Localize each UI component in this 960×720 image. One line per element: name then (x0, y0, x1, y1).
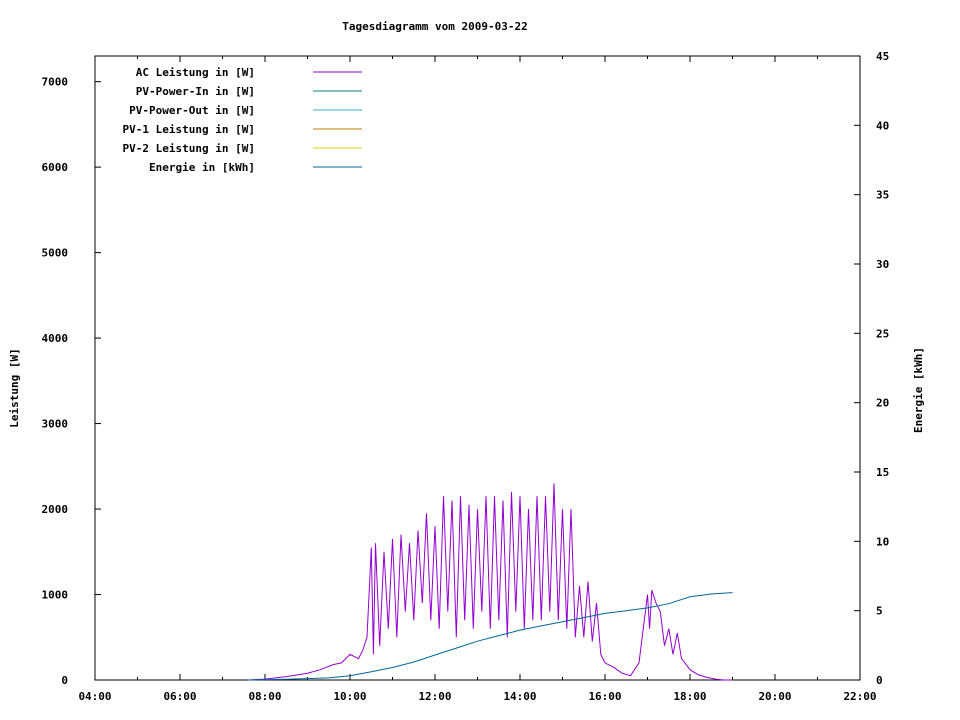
legend-label: Energie in [kWh] (149, 161, 255, 174)
y-tick-label: 7000 (42, 76, 69, 89)
x-tick-label: 22:00 (843, 690, 876, 703)
y-tick-label: 4000 (42, 332, 69, 345)
y2-tick-label: 5 (876, 605, 883, 618)
y2-tick-label: 15 (876, 466, 889, 479)
y2-tick-label: 10 (876, 535, 889, 548)
x-tick-label: 06:00 (163, 690, 196, 703)
x-tick-label: 10:00 (333, 690, 366, 703)
series-group (247, 483, 733, 681)
y2-tick-label: 45 (876, 50, 889, 63)
legend-label: PV-2 Leistung in [W] (123, 142, 255, 155)
axes: 04:00 06:00 08:00 10:00 12:00 14:00 16:00 18:00… (42, 50, 890, 703)
y-tick-label: 1000 (42, 589, 69, 602)
y-tick-label: 3000 (42, 418, 69, 431)
legend-label: AC Leistung in [W] (136, 66, 255, 79)
y-tick-label: 5000 (42, 247, 69, 260)
y-tick-label: 6000 (42, 161, 69, 174)
legend: AC Leistung in [W] PV-Power-In in [W] PV-P… (123, 66, 362, 174)
x-tick-label: 08:00 (248, 690, 281, 703)
x-tick-label: 12:00 (418, 690, 451, 703)
x-tick-label: 04:00 (78, 690, 111, 703)
x-tick-label: 18:00 (673, 690, 706, 703)
y2-axis-label: Energie [kWh] (912, 347, 925, 433)
x-tick-label: 16:00 (588, 690, 621, 703)
y2-tick-label: 0 (876, 674, 883, 687)
legend-label: PV-1 Leistung in [W] (123, 123, 255, 136)
y-tick-label: 0 (61, 674, 68, 687)
x-tick-label: 20:00 (758, 690, 791, 703)
y-tick-label: 2000 (42, 503, 69, 516)
y2-tick-label: 30 (876, 258, 889, 271)
y2-tick-label: 35 (876, 189, 889, 202)
y2-tick-label: 20 (876, 397, 889, 410)
series-line-5 (247, 592, 733, 681)
y2-tick-label: 25 (876, 327, 889, 340)
y2-tick-label: 40 (876, 119, 889, 132)
legend-label: PV-Power-Out in [W] (129, 104, 255, 117)
chart-title: Tagesdiagramm vom 2009-03-22 (342, 20, 527, 33)
series-line-0 (247, 483, 733, 681)
x-tick-label: 14:00 (503, 690, 536, 703)
y-axis-label: Leistung [W] (8, 348, 21, 427)
legend-label: PV-Power-In in [W] (136, 85, 255, 98)
